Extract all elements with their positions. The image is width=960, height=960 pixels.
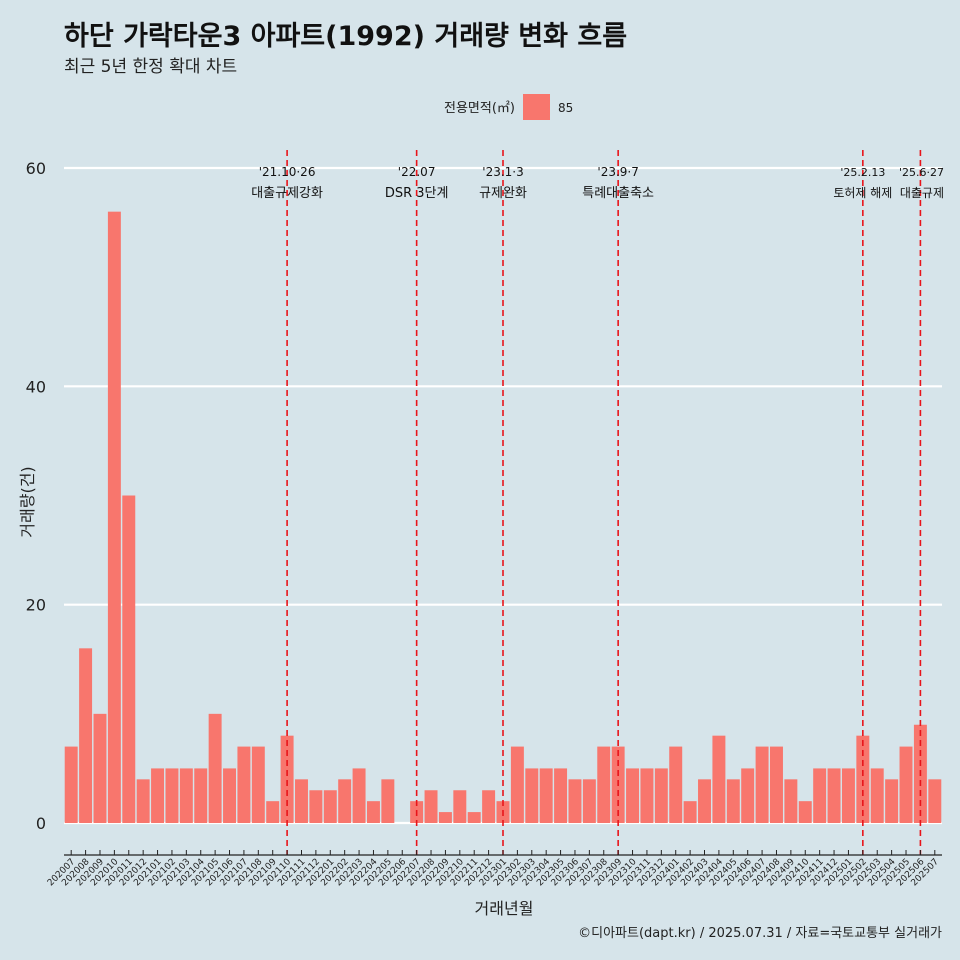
bar	[827, 768, 841, 823]
legend-title: 전용면적(㎡)	[444, 101, 515, 116]
bar	[510, 746, 524, 823]
bar	[741, 768, 755, 823]
bar	[352, 768, 366, 823]
y-tick-label: 0	[36, 814, 46, 833]
bar	[338, 779, 352, 823]
bar	[366, 801, 380, 823]
bar	[554, 768, 568, 823]
bar	[597, 746, 611, 823]
bar	[640, 768, 654, 823]
bar	[438, 812, 452, 823]
event-date: '22.07	[398, 165, 436, 179]
bars	[64, 211, 942, 823]
bar	[784, 779, 798, 823]
bar	[223, 768, 237, 823]
bar	[453, 790, 467, 823]
caption: ©디아파트(dapt.kr) / 2025.07.31 / 자료=국토교통부 실…	[578, 926, 942, 941]
legend-entry-label: 85	[558, 101, 573, 115]
event-date: '23.9·7	[597, 165, 638, 179]
bar	[539, 768, 553, 823]
bar	[93, 713, 107, 823]
event-date: '23.1·3	[482, 165, 523, 179]
event-label: 토허제 해제	[833, 186, 892, 200]
bar	[798, 801, 812, 823]
bar	[208, 713, 222, 823]
bar	[467, 812, 481, 823]
bar	[582, 779, 596, 823]
event-label: 특례대출축소	[582, 186, 654, 201]
event-date: '21.10·26	[259, 165, 316, 179]
event-label: 대출규제	[900, 186, 944, 200]
bar	[813, 768, 827, 823]
bar	[122, 495, 136, 823]
chart-title: 하단 가락타운3 아파트(1992) 거래량 변화 흐름	[64, 21, 628, 52]
bar	[280, 735, 294, 823]
bar	[899, 746, 913, 823]
bar	[525, 768, 539, 823]
bar	[568, 779, 582, 823]
bar	[424, 790, 438, 823]
bar	[179, 768, 193, 823]
event-label: DSR 3단계	[385, 186, 449, 201]
bar	[107, 211, 121, 823]
bar	[79, 648, 93, 823]
bar	[885, 779, 899, 823]
event-lines: '21.10·26 대출규제강화 '22.07 DSR 3단계 '23.1·3 규제완화 '…	[251, 150, 944, 855]
bar	[626, 768, 640, 823]
y-axis-label: 거래량(건)	[18, 466, 37, 537]
event-date: '25.2.13	[840, 166, 885, 179]
chart-subtitle: 최근 5년 한정 확대 차트	[64, 57, 238, 77]
bar	[654, 768, 668, 823]
bar	[381, 779, 395, 823]
bar	[712, 735, 726, 823]
bar	[482, 790, 496, 823]
y-axis-ticks: 0 20 40 60	[26, 159, 46, 833]
bar	[165, 768, 179, 823]
bar	[194, 768, 208, 823]
bar	[151, 768, 165, 823]
bar	[726, 779, 740, 823]
bar	[698, 779, 711, 823]
bar	[237, 746, 251, 823]
bar	[323, 790, 337, 823]
bar	[870, 768, 884, 823]
bar	[856, 735, 870, 823]
bar	[136, 779, 150, 823]
y-tick-label: 20	[26, 596, 46, 615]
bar	[295, 779, 308, 823]
bar	[266, 801, 280, 823]
legend: 전용면적(㎡) 85	[444, 94, 573, 120]
y-tick-label: 40	[26, 377, 46, 396]
bar	[755, 746, 769, 823]
bar	[64, 746, 78, 823]
bar	[683, 801, 697, 823]
event-label: 대출규제강화	[251, 186, 323, 201]
x-axis-label: 거래년월	[475, 899, 534, 918]
x-axis: 2020072020082020092020102020112020122021…	[46, 850, 942, 888]
bar	[928, 779, 942, 823]
bar	[251, 746, 265, 823]
y-tick-label: 60	[26, 159, 46, 178]
bar	[769, 746, 783, 823]
bar	[669, 746, 683, 823]
legend-swatch	[523, 94, 550, 120]
event-date: '25.6·27	[899, 166, 944, 179]
bar	[841, 768, 855, 823]
event-label: 규제완화	[479, 186, 527, 201]
bar	[309, 790, 323, 823]
